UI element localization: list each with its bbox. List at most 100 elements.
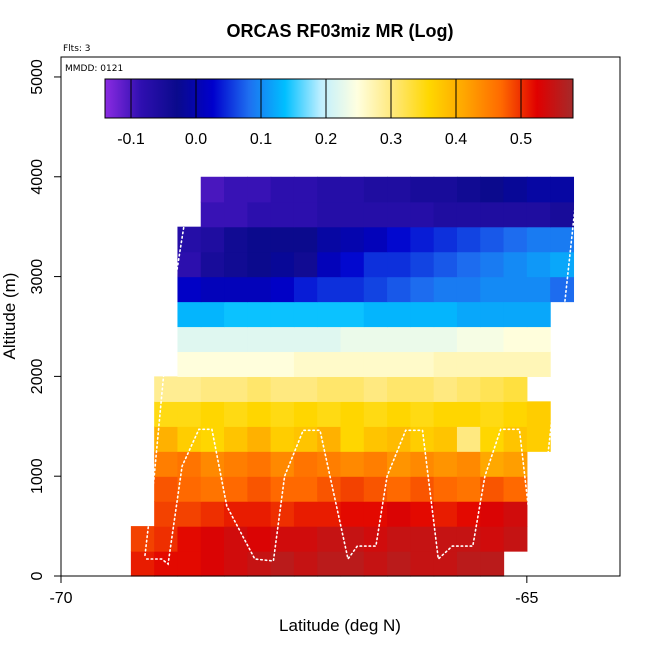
heatmap-cell bbox=[177, 451, 202, 477]
heatmap-cell bbox=[340, 376, 365, 402]
heatmap-cell bbox=[247, 451, 272, 477]
heatmap-cell bbox=[387, 401, 411, 427]
heatmap-cell bbox=[480, 301, 505, 328]
y-axis-label: Altitude (m) bbox=[0, 273, 19, 360]
heatmap-cell bbox=[340, 451, 365, 477]
heatmap-cell bbox=[387, 176, 411, 203]
heatmap-cell bbox=[503, 376, 528, 402]
heatmap-cell bbox=[270, 326, 295, 353]
y-tick-label: 2000 bbox=[29, 359, 46, 395]
heatmap-cell bbox=[247, 501, 272, 527]
heatmap-cell bbox=[410, 276, 435, 303]
heatmap-cell bbox=[526, 301, 551, 328]
heatmap-cell bbox=[456, 476, 481, 502]
heatmap-cell bbox=[410, 301, 435, 328]
heatmap-cell bbox=[317, 551, 342, 577]
heatmap-cell bbox=[387, 526, 411, 552]
colorbar-frame bbox=[104, 78, 574, 119]
heatmap-cell bbox=[247, 251, 272, 278]
heatmap-cell bbox=[526, 226, 551, 253]
heatmap-cell bbox=[317, 476, 342, 502]
flights-label: Flts: 3 bbox=[63, 44, 91, 54]
x-axis-label: Latitude (deg N) bbox=[279, 616, 401, 635]
heatmap-cell bbox=[154, 476, 179, 502]
heatmap-cell bbox=[456, 201, 481, 228]
heatmap-cell bbox=[200, 226, 225, 253]
heatmap-cell bbox=[293, 276, 318, 303]
heatmap-cell bbox=[433, 201, 458, 228]
heatmap-cell bbox=[433, 376, 458, 402]
heatmap-cell bbox=[480, 426, 505, 452]
heatmap-cell bbox=[503, 301, 528, 328]
heatmap-cell bbox=[387, 301, 411, 328]
colorbar-tick-label: -0.1 bbox=[117, 131, 145, 148]
heatmap-cell bbox=[200, 326, 225, 353]
heatmap-cell bbox=[270, 451, 295, 477]
heatmap-cell bbox=[270, 176, 295, 203]
heatmap-cell bbox=[340, 551, 365, 577]
heatmap-cell bbox=[224, 251, 248, 278]
heatmap-cell bbox=[224, 301, 248, 328]
heatmap-cell bbox=[503, 351, 528, 377]
heatmap-cell bbox=[200, 426, 225, 452]
plot-frame bbox=[60, 56, 621, 577]
heatmap-cell bbox=[130, 526, 155, 552]
heatmap-cell bbox=[433, 226, 458, 253]
heatmap-cell bbox=[340, 201, 365, 228]
heatmap-cell bbox=[480, 201, 505, 228]
colorbar-tick-label: 0.1 bbox=[250, 131, 272, 148]
heatmap-cell bbox=[363, 501, 388, 527]
heatmap-cell bbox=[480, 401, 505, 427]
heatmap-cell bbox=[550, 276, 575, 303]
heatmap-cell bbox=[456, 326, 481, 353]
heatmap-cell bbox=[387, 476, 411, 502]
heatmap-cell bbox=[200, 476, 225, 502]
colorbar-gradient bbox=[105, 79, 573, 118]
heatmap-cell bbox=[526, 401, 551, 427]
heatmap-cell bbox=[270, 351, 295, 377]
heatmap-cell bbox=[177, 226, 202, 253]
heatmap-cell bbox=[410, 551, 435, 577]
heatmap-cell bbox=[317, 451, 342, 477]
heatmap-cell bbox=[247, 326, 272, 353]
heatmap-cell bbox=[130, 551, 155, 577]
heatmap-cell bbox=[200, 451, 225, 477]
heatmap-cell bbox=[480, 451, 505, 477]
heatmap-cell bbox=[480, 376, 505, 402]
heatmap-cell bbox=[200, 526, 225, 552]
heatmap-cell bbox=[480, 176, 505, 203]
heatmap-cell bbox=[317, 201, 342, 228]
heatmap-cell bbox=[177, 426, 202, 452]
heatmap-cell bbox=[503, 426, 528, 452]
heatmap-cell bbox=[177, 376, 202, 402]
heatmap-cell bbox=[410, 451, 435, 477]
heatmap-cell bbox=[200, 551, 225, 577]
heatmap-cell bbox=[154, 451, 179, 477]
heatmap-cell bbox=[317, 276, 342, 303]
heatmap-cell bbox=[433, 326, 458, 353]
heatmap-cell bbox=[177, 301, 202, 328]
colorbar: -0.1 0.0 0.1 0.2 0.3 0.4 0.5 bbox=[104, 78, 574, 148]
heatmap-cell bbox=[224, 401, 248, 427]
y-tick-label: 1000 bbox=[29, 458, 46, 494]
x-axis: -70 -65 bbox=[49, 576, 538, 607]
heatmap-cell bbox=[270, 526, 295, 552]
heatmap-cell bbox=[503, 226, 528, 253]
heatmap-cell bbox=[270, 301, 295, 328]
date-label: MMDD: 0121 bbox=[65, 64, 123, 74]
heatmap-cell bbox=[503, 451, 528, 477]
heatmap-cell bbox=[317, 326, 342, 353]
heatmap-cell bbox=[456, 551, 481, 577]
heatmap-cell bbox=[410, 401, 435, 427]
heatmap-cell bbox=[503, 176, 528, 203]
heatmap-cell bbox=[293, 476, 318, 502]
heatmap-cell bbox=[247, 176, 272, 203]
heatmap-cell bbox=[317, 501, 342, 527]
heatmap-cell bbox=[200, 301, 225, 328]
y-tick-label: 4000 bbox=[29, 159, 46, 195]
heatmap-cell bbox=[200, 176, 225, 203]
heatmap-cell bbox=[270, 501, 295, 527]
heatmap-cell bbox=[224, 326, 248, 353]
heatmap-cell bbox=[550, 176, 575, 203]
